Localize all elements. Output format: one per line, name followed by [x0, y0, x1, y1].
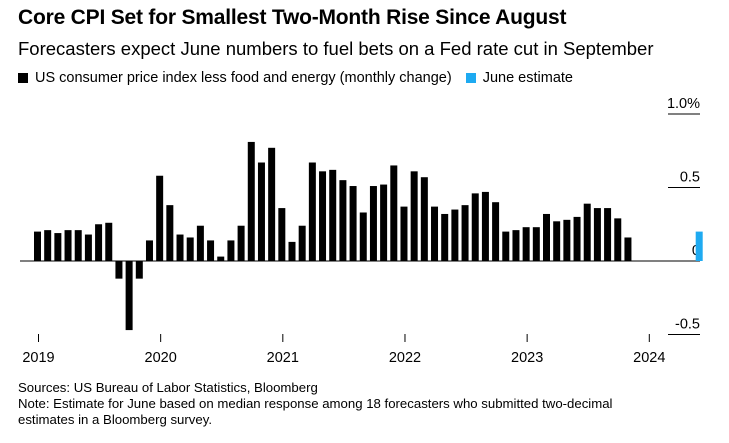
cpi-bar — [369, 186, 377, 261]
cpi-bar — [156, 175, 164, 261]
cpi-bar — [441, 213, 449, 261]
legend-swatch-june-estimate — [465, 73, 476, 83]
cpi-bar — [44, 230, 52, 261]
june-estimate-bar — [695, 231, 703, 261]
cpi-bar — [54, 233, 62, 261]
cpi-bar — [573, 216, 581, 261]
cpi-bar — [410, 171, 418, 261]
legend-swatch-core-cpi — [18, 73, 28, 83]
chart-legend: US consumer price index less food and en… — [18, 70, 587, 86]
chart-title: Core CPI Set for Smallest Two-Month Rise… — [18, 6, 567, 29]
cpi-bar — [257, 162, 265, 261]
cpi-bar — [604, 208, 612, 261]
cpi-bar — [481, 191, 489, 261]
cpi-bar — [593, 208, 601, 261]
cpi-bar — [268, 147, 276, 261]
cpi-bar — [543, 213, 550, 261]
cpi-bar — [196, 225, 204, 261]
cpi-bar — [359, 212, 367, 261]
x-tick-label: 2022 — [389, 350, 421, 366]
y-tick-label: 1.0% — [667, 96, 700, 112]
cpi-bar — [451, 209, 459, 261]
x-tick-label: 2019 — [22, 350, 54, 366]
legend-label-june-estimate: June estimate — [482, 70, 573, 86]
cpi-bar — [74, 230, 82, 261]
cpi-bar — [339, 180, 347, 261]
cpi-bar — [166, 205, 174, 261]
legend-label-core-cpi: US consumer price index less food and en… — [35, 70, 452, 86]
cpi-bar — [217, 256, 225, 261]
cpi-bar — [532, 227, 540, 261]
estimate-note-line-1: Note: Estimate for June based on median … — [18, 396, 613, 411]
cpi-bar — [115, 261, 123, 279]
cpi-bar — [329, 169, 337, 261]
chart-subtitle: Forecasters expect June numbers to fuel … — [18, 38, 654, 59]
cpi-bar — [583, 203, 591, 261]
cpi-bar — [125, 261, 133, 331]
cpi-bar — [461, 205, 469, 261]
cpi-bar — [349, 186, 357, 261]
cpi-bar — [420, 177, 428, 261]
cpi-bar — [431, 206, 439, 261]
cpi-bar — [95, 224, 103, 261]
cpi-bar — [380, 184, 388, 261]
cpi-bar — [298, 225, 306, 261]
cpi-bar — [227, 240, 235, 261]
cpi-bar — [512, 230, 520, 261]
cpi-bar — [614, 218, 622, 261]
cpi-bar — [563, 219, 571, 261]
chart-footer: Sources: US Bureau of Labor Statistics, … — [18, 380, 612, 428]
cpi-bar — [553, 221, 561, 261]
cpi-bar — [247, 141, 255, 261]
cpi-bar — [105, 222, 113, 261]
estimate-note-line-2: estimates in a Bloomberg survey. — [18, 412, 212, 427]
cpi-bar — [502, 231, 510, 261]
cpi-bar — [145, 240, 153, 261]
legend-item-core-cpi: US consumer price index less food and en… — [18, 70, 452, 86]
cpi-bar — [400, 206, 408, 261]
x-tick-label: 2024 — [633, 350, 665, 366]
x-tick-label: 2021 — [267, 350, 299, 366]
cpi-bar — [237, 225, 245, 261]
legend-item-june-estimate: June estimate — [465, 70, 573, 86]
cpi-bar — [186, 237, 194, 261]
cpi-bar — [176, 234, 184, 261]
cpi-bar — [84, 234, 92, 261]
sources-note: Sources: US Bureau of Labor Statistics, … — [18, 380, 318, 395]
cpi-bar — [319, 171, 327, 261]
cpi-bar — [207, 240, 215, 261]
y-tick-label: -0.5 — [675, 317, 700, 333]
cpi-bar — [288, 241, 296, 261]
cpi-bar — [64, 230, 72, 261]
cpi-bar — [308, 162, 316, 261]
cpi-bar — [390, 165, 398, 261]
cpi-bar — [34, 231, 41, 261]
cpi-bar — [624, 237, 632, 261]
cpi-bar — [135, 261, 143, 279]
cpi-bar — [471, 193, 479, 261]
cpi-bar — [492, 202, 500, 261]
y-tick-label: 0.5 — [680, 170, 700, 186]
cpi-bar — [278, 208, 286, 261]
x-tick-label: 2020 — [145, 350, 177, 366]
x-tick-label: 2023 — [511, 350, 543, 366]
cpi-bar — [522, 227, 530, 261]
